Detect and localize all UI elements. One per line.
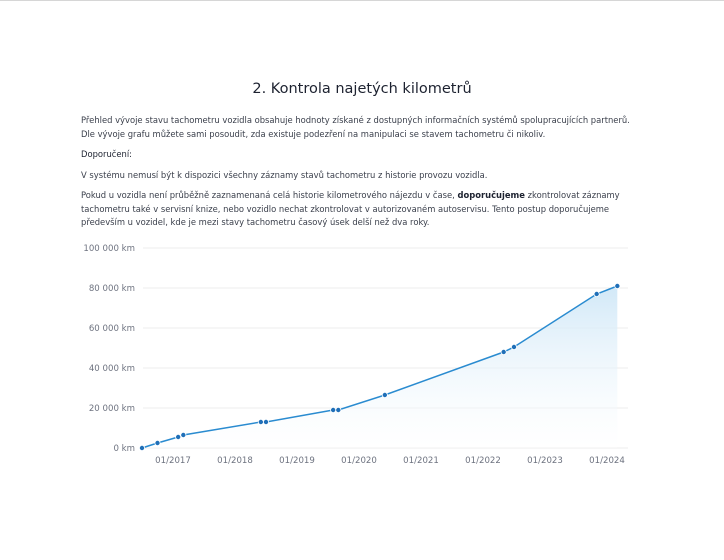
- x-tick-label: 01/2020: [341, 456, 377, 466]
- data-point[interactable]: [257, 418, 264, 425]
- data-point[interactable]: [330, 406, 337, 413]
- advice-text: Pokud u vozidla není průběžně zaznamenan…: [81, 190, 458, 200]
- data-point[interactable]: [175, 433, 182, 440]
- x-tick-label: 01/2021: [403, 456, 439, 466]
- mileage-area: [142, 286, 618, 448]
- y-tick-label: 40 000 km: [89, 364, 135, 374]
- x-tick-label: 01/2024: [589, 456, 625, 466]
- x-tick-label: 01/2022: [465, 456, 501, 466]
- mileage-chart: 0 km 20 000 km 40 000 km 60 000 km 80 000 km…: [83, 244, 628, 466]
- data-point[interactable]: [335, 406, 342, 413]
- y-tick-label: 80 000 km: [89, 284, 135, 294]
- advice-paragraph: Pokud u vozidla není průběžně zaznamenan…: [81, 189, 641, 230]
- section-title: 2. Kontrola najetých kilometrů: [252, 81, 472, 97]
- y-tick-label: 60 000 km: [89, 324, 135, 334]
- y-tick-label: 20 000 km: [89, 404, 135, 414]
- data-point[interactable]: [510, 344, 517, 351]
- note-paragraph: V systému nemusí být k dispozici všechny…: [81, 170, 488, 180]
- x-tick-label: 01/2023: [527, 456, 563, 466]
- intro-paragraph: Přehled vývoje stavu tachometru vozidla …: [81, 115, 630, 139]
- x-tick-label: 01/2017: [155, 456, 191, 466]
- data-point[interactable]: [262, 418, 269, 425]
- y-tick-label: 100 000 km: [83, 244, 135, 254]
- x-tick-label: 01/2019: [279, 456, 315, 466]
- data-point[interactable]: [139, 444, 146, 451]
- data-point[interactable]: [180, 431, 187, 438]
- data-point[interactable]: [500, 349, 507, 356]
- data-point[interactable]: [593, 291, 600, 298]
- data-point[interactable]: [614, 283, 621, 290]
- data-point[interactable]: [154, 439, 161, 446]
- recommendation-heading: Doporučení:: [81, 149, 132, 159]
- y-tick-label: 0 km: [113, 444, 135, 454]
- advice-text-rest: zkontrolovat záznamy tachometru také v s…: [81, 190, 620, 228]
- data-point[interactable]: [381, 391, 388, 398]
- x-tick-label: 01/2018: [217, 456, 253, 466]
- advice-emphasis: doporučujeme: [457, 190, 525, 200]
